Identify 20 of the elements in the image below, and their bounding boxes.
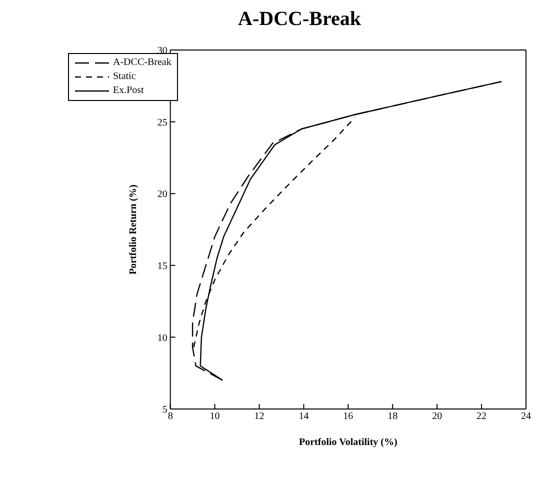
x-tick-label: 20 xyxy=(432,411,442,422)
x-tick-label: 16 xyxy=(343,411,354,422)
legend-label: A-DCC-Break xyxy=(113,56,172,70)
y-tick-label: 15 xyxy=(157,260,168,272)
x-tick-label: 24 xyxy=(521,411,531,422)
x-tick-label: 14 xyxy=(298,411,309,422)
y-tick-label: 25 xyxy=(157,117,168,128)
legend-label: Static xyxy=(113,70,136,84)
x-tick-label: 22 xyxy=(476,411,487,422)
x-tick-label: 10 xyxy=(210,411,220,422)
y-axis-title: Portfolio Return (%) xyxy=(128,184,139,274)
x-tick-label: 12 xyxy=(254,411,264,422)
y-tick-label: 10 xyxy=(157,332,168,344)
x-tick-label: 18 xyxy=(388,411,398,422)
x-axis-title: Portfolio Volatility (%) xyxy=(299,437,398,448)
y-tick-label: 5 xyxy=(162,404,168,416)
y-tick-label: 20 xyxy=(157,189,168,200)
x-tick-label: 8 xyxy=(168,411,173,422)
legend-label: Ex.Post xyxy=(113,84,144,98)
chart-title: A-DCC-Break xyxy=(237,8,362,31)
